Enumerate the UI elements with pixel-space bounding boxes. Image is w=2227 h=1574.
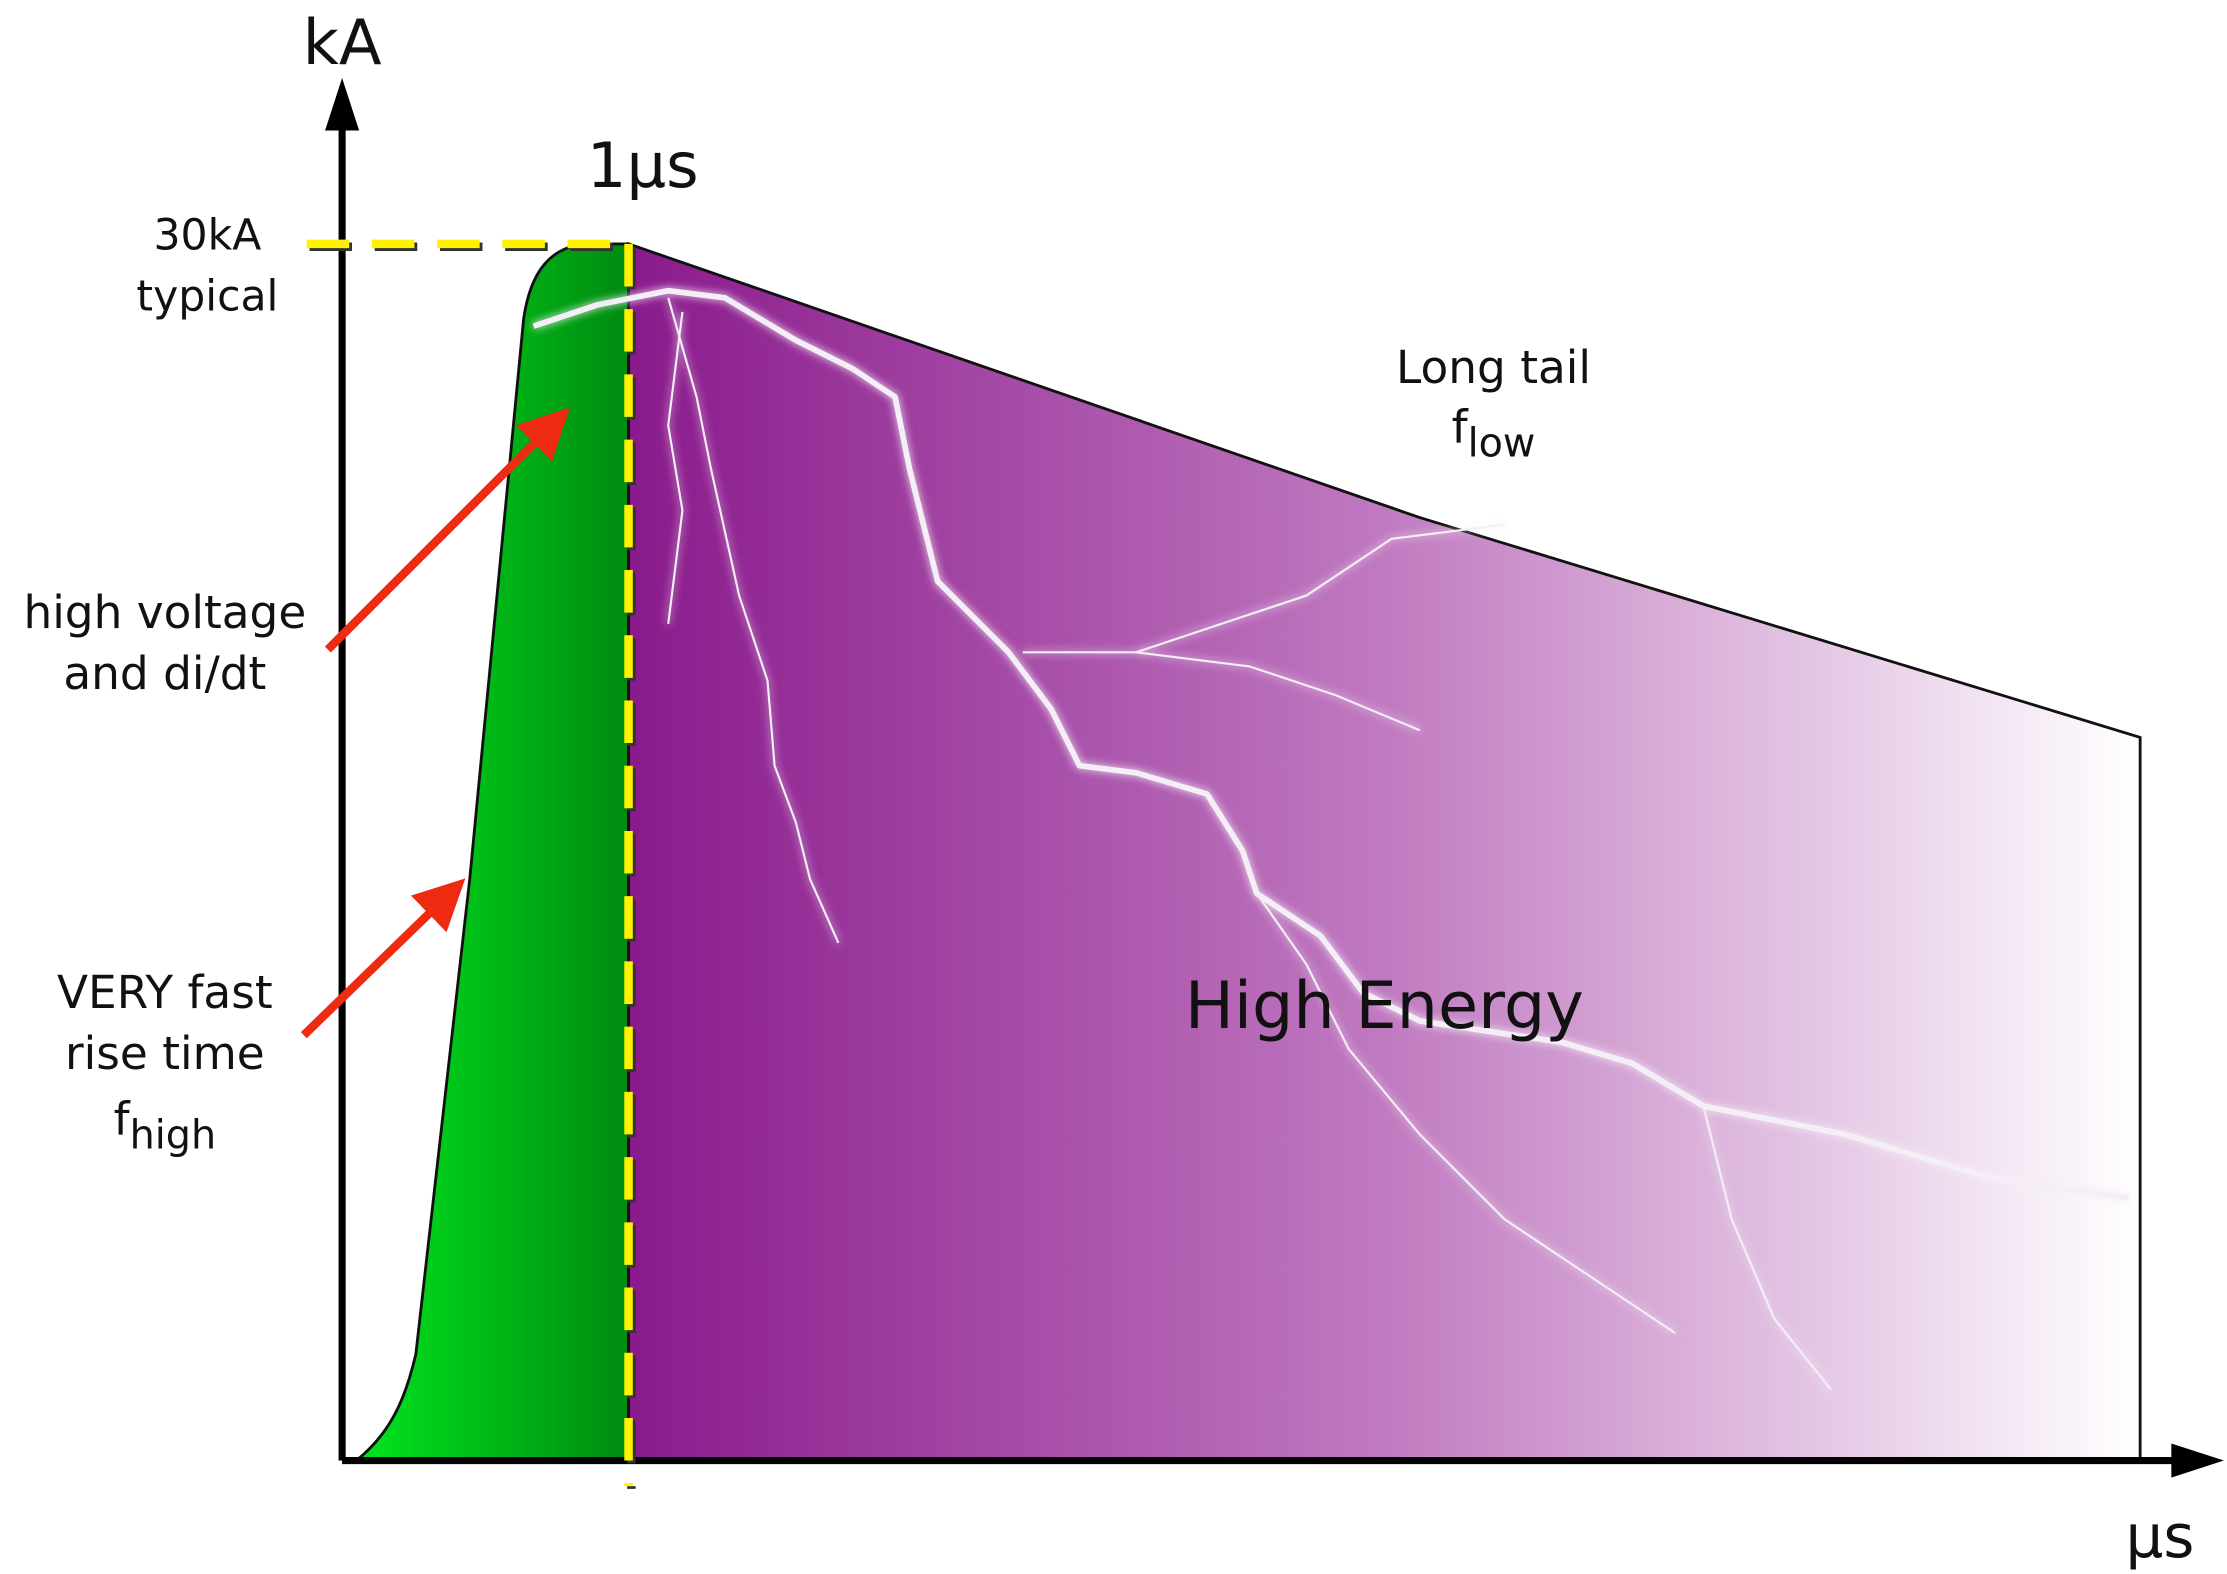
annotation: and di/dt <box>63 647 266 700</box>
freq: f <box>1452 400 1469 453</box>
annotation: rise time <box>65 1027 265 1080</box>
freq-sub: high <box>130 1113 217 1159</box>
annotation: high voltage <box>23 586 306 639</box>
annotation: fhigh <box>114 1092 217 1158</box>
arrow <box>304 896 447 1035</box>
page: {"axes": {"y_label": "kA", "x_label": "µ… <box>0 0 2227 1574</box>
x-axis-label: µs <box>2126 1503 2195 1572</box>
peak-label: 30kA <box>153 212 261 261</box>
energy-label: High Energy <box>1185 968 1584 1044</box>
time-marker: 1µs <box>587 129 699 202</box>
diagram: kA µs 1µs 30kA typical Long tail flow hi… <box>0 0 2227 1574</box>
freq: f <box>114 1092 131 1145</box>
energy-area <box>629 244 2141 1461</box>
rise-area <box>356 244 628 1461</box>
annotation: Long tail <box>1396 341 1591 394</box>
peak-label: typical <box>136 273 278 322</box>
annotation: VERY fast <box>57 966 273 1019</box>
y-axis-arrow <box>325 78 359 130</box>
y-axis-label: kA <box>303 6 382 79</box>
freq-sub: low <box>1468 421 1536 467</box>
x-axis-arrow <box>2171 1444 2223 1478</box>
annotation: flow <box>1452 400 1536 466</box>
